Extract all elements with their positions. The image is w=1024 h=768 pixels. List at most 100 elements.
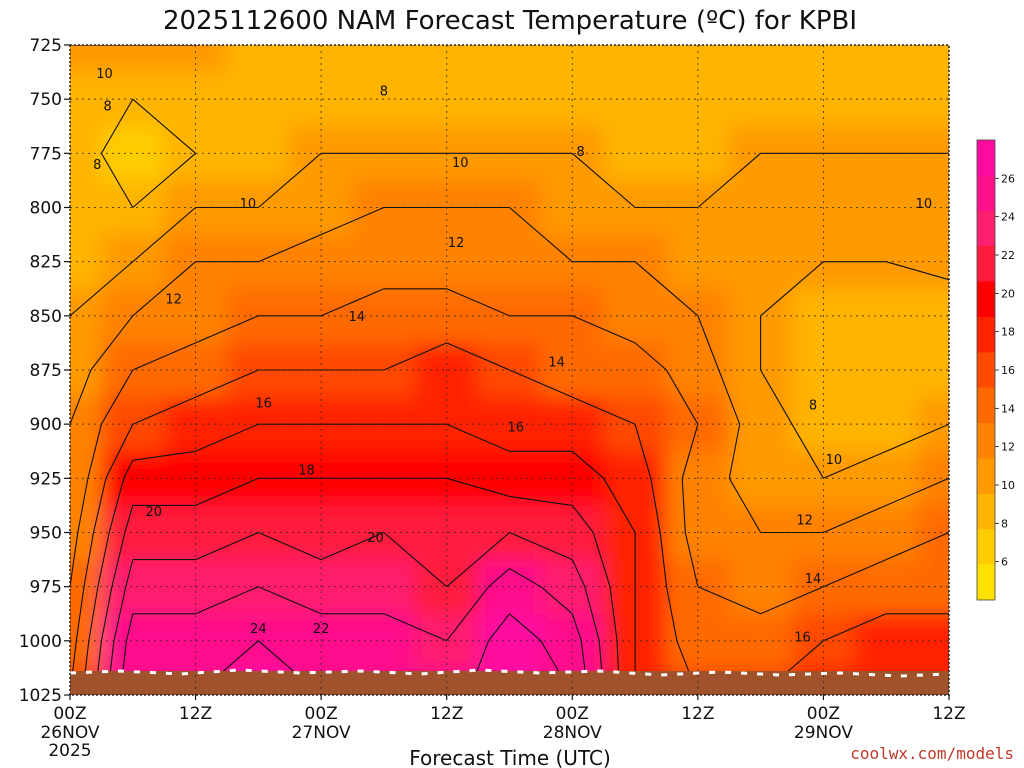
heat-cell [226,72,291,127]
contour-label: 8 [93,158,101,173]
colorbar: 6 8 10 12 14 16 18 20 22 24 26 [976,139,1015,601]
ground-edge [70,668,949,678]
contour-label: 10 [826,453,843,468]
contour-label: 20 [367,531,384,546]
heat-cell [352,45,416,73]
heat-cell [70,234,102,290]
x-tick-label: 00Z [556,704,589,724]
contour-label: 24 [250,622,267,637]
heat-cell [352,72,416,127]
contour-label: 12 [448,236,465,251]
contour-label: 14 [548,355,565,370]
heat-cell [352,559,416,615]
heat-cell [70,45,102,73]
y-tick-label: 1000 [19,632,62,652]
contour-line [132,613,573,695]
y-tick-label: 800 [30,199,62,219]
colorbar-ticks: 6 8 10 12 14 16 18 20 22 24 26 [995,172,1015,569]
x-date-label: 27NOV [292,723,351,743]
heat-cell [603,45,667,73]
contour-label: 10 [452,156,469,171]
x-date-label: 28NOV [543,723,602,743]
grid-lines [70,45,949,695]
contour-label: 8 [104,100,112,115]
colorbar-fill [976,139,996,601]
y-tick-label: 975 [30,578,62,598]
heat-cell [729,45,793,73]
contour-line [70,342,949,695]
heat-cell [854,45,919,73]
contour-label: 16 [255,397,272,412]
colorbar-tick-label: 14 [1001,402,1015,415]
contour-labels: 10 8 8 8 10 8 10 12 10 12 14 14 16 16 8 10 18 20 12 20 14 24 2… [93,67,932,645]
contour-label: 12 [165,293,182,308]
heat-cell [70,451,102,506]
contour-label: 14 [348,310,365,325]
x-tick-label: 12Z [932,704,965,724]
x-tick-label: 00Z [305,704,338,724]
colorbar-tick-label: 18 [1001,326,1015,339]
x-tick-label: 12Z [430,704,463,724]
colorbar-tick-label: 20 [1001,287,1015,300]
x-tick-label: 00Z [53,704,86,724]
x-tick-label: 00Z [807,704,840,724]
x-axis-title: Forecast Time (UTC) [409,746,611,768]
ground-surface [70,671,949,695]
contour-label: 8 [577,145,585,160]
colorbar-tick-label: 26 [1001,172,1015,185]
credit-text: coolwx.com/models [850,744,1014,763]
x-date-label: 29NOV [794,723,853,743]
heat-cell [478,45,542,73]
heat-cell [70,180,102,236]
heat-cell [70,126,102,181]
contour-label: 8 [809,399,817,414]
heat-cell [226,126,291,181]
contour-label: 12 [796,514,813,529]
contour-line [100,98,196,208]
colorbar-tick-label: 22 [1001,249,1015,262]
contour-label: 14 [805,572,822,587]
plot-area [70,45,949,695]
heat-cell [70,342,102,398]
colorbar-tick-label: 16 [1001,364,1015,377]
heat-cell [70,72,102,127]
colorbar-tick-label: 10 [1001,479,1015,492]
heat-cell [70,288,102,344]
y-tick-label: 825 [30,253,62,273]
contour-label: 10 [916,197,933,212]
y-tick-label: 775 [30,144,62,164]
contour-label: 22 [313,622,330,637]
contour-label: 10 [240,197,257,212]
heat-cell [101,45,165,73]
x-tick-label: 12Z [179,704,212,724]
contour-label: 16 [508,420,525,435]
y-axis: 725 750 775 800 825 850 875 900 925 950 975 1000 102… [19,36,70,706]
y-tick-label: 925 [30,469,62,489]
heat-cell [917,45,949,73]
y-tick-label: 950 [30,524,62,544]
contour-label: 20 [145,505,162,520]
contour-label: 8 [380,85,388,100]
contour-line [94,477,620,695]
contour-line [119,568,589,695]
heat-cell [70,559,102,615]
chart-title: 2025112600 NAM Forecast Temperature (ºC)… [163,6,857,36]
y-tick-label: 1025 [19,686,62,706]
y-tick-label: 750 [30,90,62,110]
heat-cell [226,45,291,73]
contour-label: 18 [298,464,315,479]
y-tick-label: 850 [30,307,62,327]
x-year-label: 2025 [48,741,91,761]
heat-cell [70,613,102,669]
colorbar-tick-label: 8 [1001,517,1008,530]
colorbar-tick-label: 6 [1001,556,1008,569]
heat-cell [352,234,416,290]
x-tick-label: 12Z [681,704,714,724]
heat-cell [917,613,949,669]
y-tick-label: 875 [30,361,62,381]
contour-label: 10 [96,67,113,82]
colorbar-tick-label: 12 [1001,441,1015,454]
y-tick-label: 725 [30,36,62,56]
